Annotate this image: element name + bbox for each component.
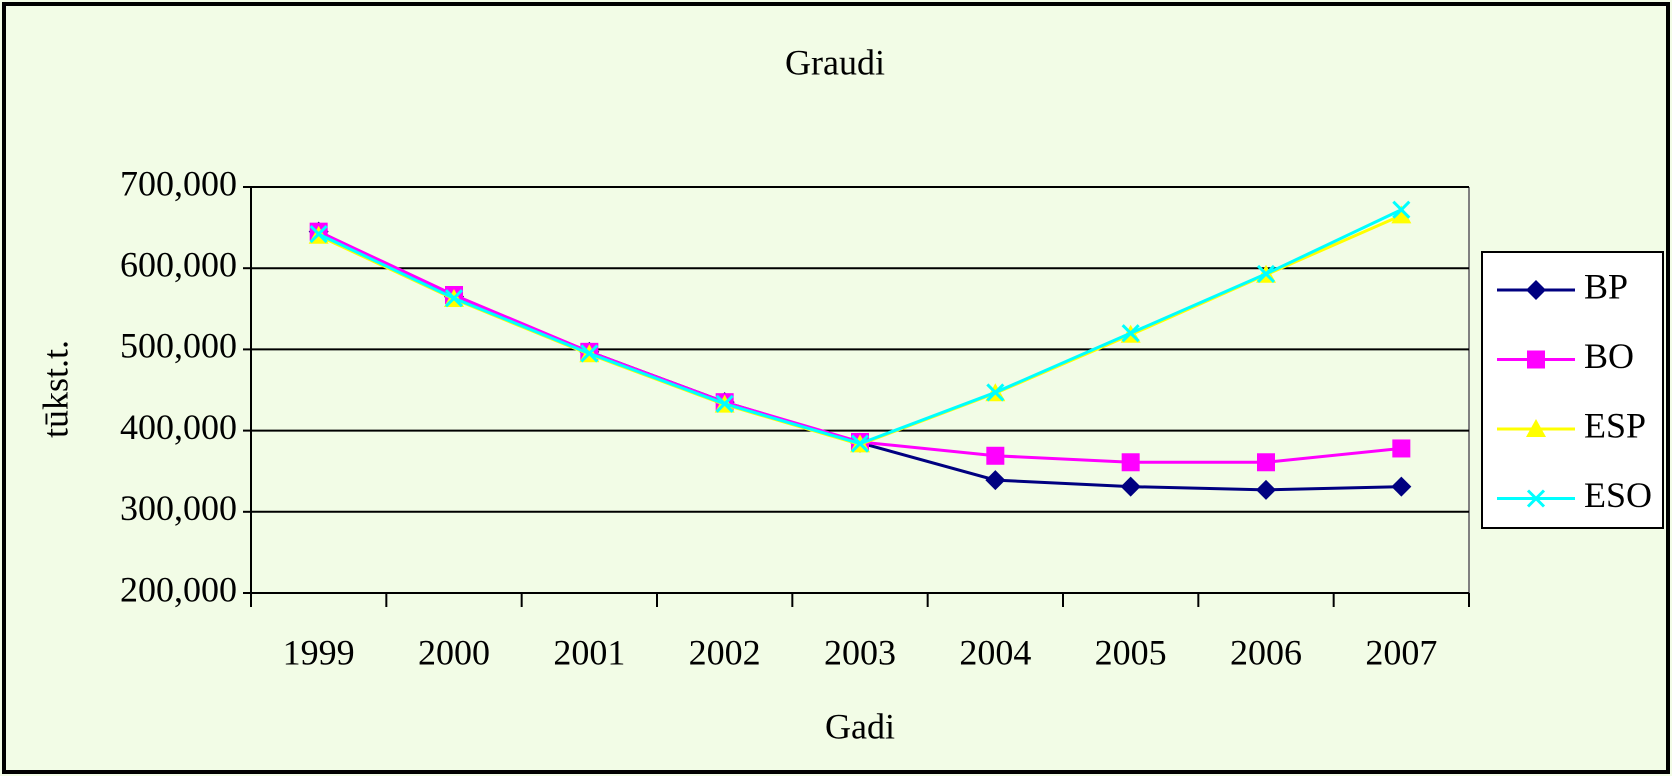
legend-marker (1527, 350, 1545, 369)
data-point (850, 434, 870, 453)
data-point (444, 289, 464, 308)
y-tick-label: 500,000 (120, 326, 237, 366)
data-point (580, 344, 599, 363)
x-tick-label: 2006 (1230, 632, 1302, 672)
x-tick-label: 2000 (418, 632, 490, 672)
x-tick-label: 1999 (283, 632, 355, 672)
legend-marker (1526, 419, 1546, 437)
data-point (715, 394, 734, 413)
x-tick-label: 2001 (553, 632, 625, 672)
data-point (1392, 200, 1411, 219)
data-point (1121, 453, 1140, 472)
legend-marker (1526, 280, 1546, 300)
data-point (1391, 476, 1412, 497)
data-point (1256, 264, 1276, 283)
y-tick-label: 600,000 (120, 244, 237, 284)
chart-title: Graudi (785, 42, 885, 82)
legend-label: ESP (1584, 405, 1646, 445)
data-point (1256, 479, 1276, 500)
data-point (1257, 453, 1275, 472)
y-tick-label: 700,000 (120, 163, 237, 203)
x-tick-label: 2007 (1365, 632, 1437, 672)
legend-label: ESO (1584, 475, 1652, 515)
y-tick-label: 200,000 (120, 569, 237, 609)
y-tick-label: 300,000 (120, 488, 237, 528)
legend-label: BP (1584, 266, 1628, 306)
data-point (986, 383, 1005, 402)
data-point (1391, 205, 1412, 224)
data-point (986, 446, 1005, 465)
data-point (985, 470, 1006, 491)
data-point (309, 225, 328, 244)
x-axis-label: Gadi (825, 706, 895, 746)
y-axis-label: tūkst.t. (35, 340, 75, 438)
legend-label: BO (1584, 336, 1634, 376)
x-tick-label: 2004 (959, 632, 1031, 672)
legend-marker (1526, 489, 1546, 508)
y-tick-label: 400,000 (120, 407, 237, 447)
x-tick-label: 2002 (689, 632, 761, 672)
data-point (1121, 324, 1140, 343)
legend-box (1481, 251, 1664, 529)
x-tick-label: 2005 (1095, 632, 1167, 672)
x-tick-label: 2003 (824, 632, 896, 672)
data-point (1120, 476, 1141, 497)
data-point (1392, 439, 1411, 458)
